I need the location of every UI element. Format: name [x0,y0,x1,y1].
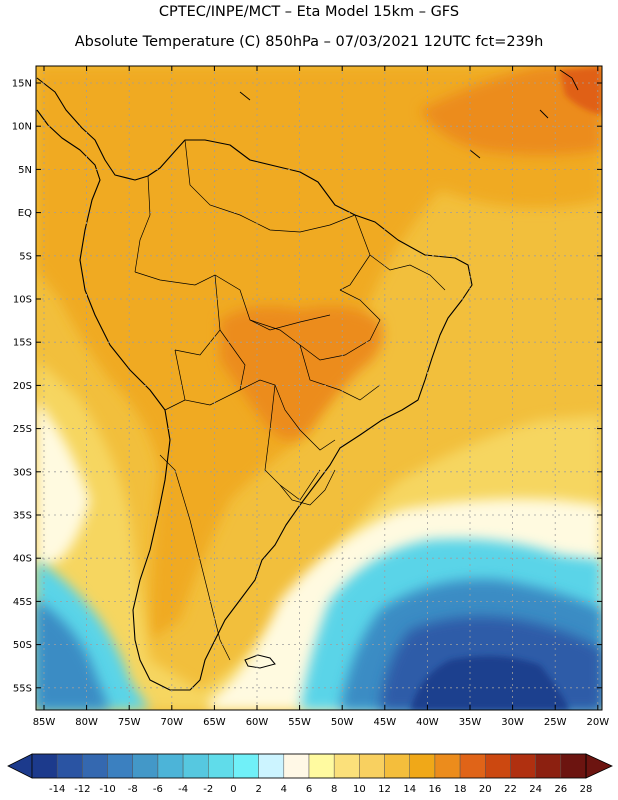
lat-label: 30S [13,467,32,478]
colorbar-swatch [560,753,587,779]
lat-label: 50S [13,640,32,651]
colorbar-tick-label: 14 [403,784,416,795]
lon-label: 20W [586,717,609,728]
colorbar-swatch [510,753,536,779]
lat-label: 35S [13,511,32,522]
map-frame [35,65,603,711]
lat-label: 5N [18,165,32,176]
lat-label: EQ [18,208,32,219]
colorbar-swatch [132,753,159,779]
map-subtitle: Absolute Temperature (C) 850hPa – 07/03/… [74,34,544,50]
colorbar-tick-label: 8 [331,784,337,795]
south-america-coastline [36,77,473,691]
field-hot-northeast [420,66,602,155]
colorbar-swatch [283,753,310,779]
lat-label: 15N [12,79,32,90]
axis-ticks [36,66,602,710]
country-borders [134,139,446,661]
lon-label: 30W [501,717,524,728]
colorbar-tick-label: 22 [504,784,517,795]
colorbar-tick-label: 4 [281,784,287,795]
colorbar: -14 -12 -10 -8 -6 -4 -2 0 2 4 6 8 10 12 14 16 18 20 22 24 26… [7,753,613,795]
colorbar-swatch [157,753,184,779]
lat-label: 40S [13,554,32,565]
colorbar-tick-label: 18 [454,784,467,795]
temperature-field [36,66,602,710]
colorbar-tick-label: 26 [554,784,567,795]
colorbar-tick-label: 6 [306,784,312,795]
lat-label: 10N [12,122,32,133]
lon-label: 65W [203,717,226,728]
lon-label: 45W [373,717,396,728]
colorbar-tick-label: 2 [255,784,261,795]
colorbar-swatch [258,753,285,779]
colorbar-swatch [409,753,436,779]
lon-label: 80W [75,717,98,728]
colorbar-swatch [31,753,58,779]
colorbar-tick-label: -4 [178,784,188,795]
colorbar-tick-label: -6 [153,784,163,795]
colorbar-swatch [208,753,234,779]
colorbar-tick-label: 16 [429,784,442,795]
lon-label: 35W [459,717,482,728]
colorbar-swatch [359,753,385,779]
colorbar-swatch [434,753,461,779]
lon-label: 40W [416,717,439,728]
colorbar-tick-label: 20 [479,784,492,795]
colorbar-tick-label: 28 [580,784,593,795]
lon-label: 50W [331,717,354,728]
colorbar-arrow-right [585,753,613,779]
colorbar-swatch [535,753,562,779]
colorbar-arrow-left [7,753,33,779]
lon-label: 25W [544,717,567,728]
lon-label: 55W [288,717,311,728]
colorbar-tick-label: -12 [74,784,90,795]
colorbar-tick-label: 10 [353,784,366,795]
colorbar-tick-label: 24 [529,784,542,795]
field-navy [410,656,570,710]
colorbar-swatch [182,753,209,779]
field-hottest-northeast [560,66,602,115]
colorbar-tick-label: -8 [128,784,138,795]
colorbar-swatch [384,753,410,779]
colorbar-tick-label: -10 [99,784,115,795]
map-title: CPTEC/INPE/MCT – Eta Model 15km – GFS [158,4,460,20]
lat-label: 25S [13,424,32,435]
colorbar-tick-label: -14 [49,784,65,795]
falklands [244,654,276,669]
lon-label: 70W [160,717,183,728]
lat-label: 15S [13,338,32,349]
field-hot-interior [220,306,383,440]
colorbar-swatch [308,753,335,779]
colorbar-swatch [485,753,511,779]
lon-label: 60W [246,717,269,728]
colorbar-swatch [459,753,486,779]
colorbar-swatch [107,753,133,779]
graticule [36,66,602,710]
colorbar-frame [31,753,587,779]
colorbar-swatch [233,753,259,779]
lat-label: 20S [13,381,32,392]
lat-label: 55S [13,683,32,694]
longitude-labels: 85W 80W 75W 70W 65W 60W 55W 50W 45W 40W 35W 30W 25W 2… [33,717,610,728]
lat-label: 10S [13,295,32,306]
caribbean-islands [239,69,579,159]
colorbar-tick-label: -2 [203,784,213,795]
colorbar-swatch [82,753,108,779]
lat-label: 45S [13,597,32,608]
lon-label: 85W [33,717,56,728]
colorbar-swatch [333,753,360,779]
colorbar-tick-label: 12 [378,784,391,795]
latitude-labels: 15N 10N 5N EQ 5S 10S 15S 20S 25S 30S 35S 40S 45S 50S 5… [12,79,32,695]
colorbar-tick-label: 0 [230,784,236,795]
lon-label: 75W [118,717,141,728]
lat-label: 5S [19,251,32,262]
colorbar-swatch [56,753,83,779]
